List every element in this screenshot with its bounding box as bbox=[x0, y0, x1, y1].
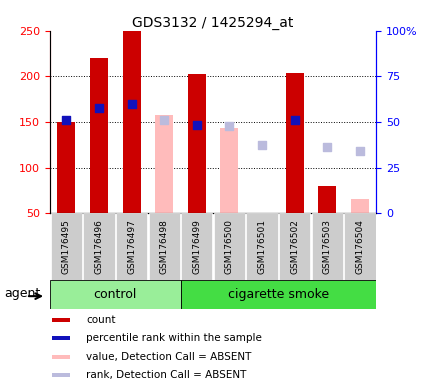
Bar bbox=[52, 336, 69, 340]
Point bbox=[95, 105, 102, 111]
Bar bbox=[220, 128, 238, 213]
Text: count: count bbox=[86, 315, 115, 325]
Text: GSM176501: GSM176501 bbox=[257, 219, 266, 274]
Bar bbox=[187, 74, 205, 213]
Text: agent: agent bbox=[4, 287, 40, 300]
Bar bbox=[181, 213, 212, 280]
Text: GSM176504: GSM176504 bbox=[355, 219, 364, 274]
Text: rank, Detection Call = ABSENT: rank, Detection Call = ABSENT bbox=[86, 370, 246, 380]
Text: GSM176495: GSM176495 bbox=[62, 219, 71, 274]
Point bbox=[161, 117, 168, 123]
Bar bbox=[52, 373, 69, 377]
Text: GSM176497: GSM176497 bbox=[127, 219, 136, 274]
Bar bbox=[155, 115, 173, 213]
Text: cigarette smoke: cigarette smoke bbox=[227, 288, 328, 301]
Bar bbox=[115, 213, 147, 280]
Text: GSM176498: GSM176498 bbox=[159, 219, 168, 274]
Point bbox=[290, 117, 297, 123]
Text: control: control bbox=[93, 288, 137, 301]
Text: GSM176496: GSM176496 bbox=[94, 219, 103, 274]
Bar bbox=[318, 186, 335, 213]
Bar bbox=[311, 213, 342, 280]
Point bbox=[258, 142, 265, 148]
Bar bbox=[350, 199, 368, 213]
Bar bbox=[83, 213, 115, 280]
Bar bbox=[122, 31, 140, 213]
Bar bbox=[52, 318, 69, 322]
FancyBboxPatch shape bbox=[50, 280, 180, 309]
Bar bbox=[50, 213, 82, 280]
Title: GDS3132 / 1425294_at: GDS3132 / 1425294_at bbox=[132, 16, 293, 30]
FancyBboxPatch shape bbox=[180, 280, 375, 309]
Bar bbox=[52, 355, 69, 359]
Bar bbox=[343, 213, 375, 280]
Text: GSM176502: GSM176502 bbox=[289, 219, 299, 274]
Bar bbox=[148, 213, 180, 280]
Text: value, Detection Call = ABSENT: value, Detection Call = ABSENT bbox=[86, 352, 251, 362]
Bar bbox=[279, 213, 310, 280]
Point bbox=[226, 123, 233, 129]
Bar bbox=[285, 73, 303, 213]
Bar bbox=[246, 213, 277, 280]
Bar bbox=[214, 213, 245, 280]
Point bbox=[323, 144, 330, 150]
Point bbox=[356, 148, 363, 154]
Text: GSM176499: GSM176499 bbox=[192, 219, 201, 274]
Bar bbox=[90, 58, 108, 213]
Text: percentile rank within the sample: percentile rank within the sample bbox=[86, 333, 261, 343]
Text: GSM176503: GSM176503 bbox=[322, 219, 331, 274]
Point bbox=[128, 101, 135, 107]
Bar bbox=[57, 122, 75, 213]
Point bbox=[193, 122, 200, 128]
Text: GSM176500: GSM176500 bbox=[224, 219, 233, 274]
Point bbox=[62, 117, 69, 123]
